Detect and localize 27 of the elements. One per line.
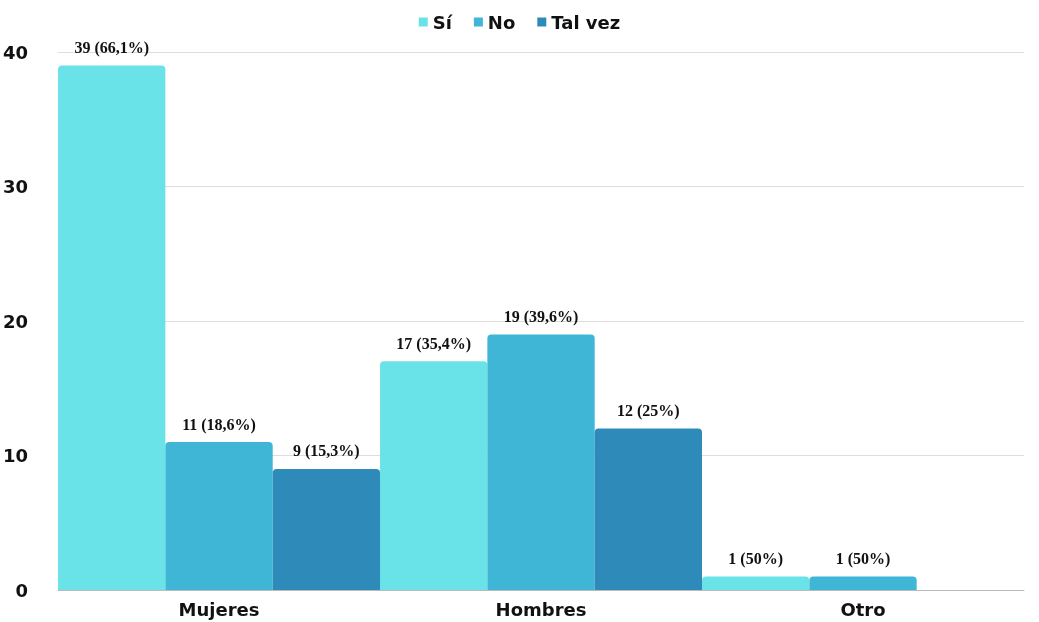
y-tick-label: 40 xyxy=(2,41,29,63)
bar xyxy=(809,576,917,590)
y-tick-label: 20 xyxy=(2,310,29,332)
data-label: 12 (25%) xyxy=(617,402,680,421)
data-label: 39 (66,1%) xyxy=(74,38,150,57)
data-label: 11 (18,6%) xyxy=(182,415,256,434)
bar xyxy=(594,428,703,590)
x-tick-label: Mujeres xyxy=(178,598,260,620)
legend-label: Sí xyxy=(432,11,453,33)
bar xyxy=(58,65,166,590)
y-tick-label: 30 xyxy=(2,176,29,197)
data-label: 17 (35,4%) xyxy=(396,334,472,353)
x-tick-label: Otro xyxy=(840,598,886,620)
bar xyxy=(380,361,488,590)
bar xyxy=(272,468,381,590)
legend-label: No xyxy=(487,11,516,33)
data-label: 19 (39,6%) xyxy=(503,307,579,326)
y-tick-label: 0 xyxy=(15,579,29,601)
data-label: 9 (15,3%) xyxy=(293,442,360,461)
y-tick-label: 10 xyxy=(2,445,29,466)
bar xyxy=(702,576,810,590)
data-label: 1 (50%) xyxy=(728,550,784,569)
bar xyxy=(165,442,273,590)
legend-label: Tal vez xyxy=(551,11,621,33)
bar xyxy=(487,334,595,590)
x-tick-label: Hombres xyxy=(495,598,587,620)
data-label: 1 (50%) xyxy=(835,550,891,569)
